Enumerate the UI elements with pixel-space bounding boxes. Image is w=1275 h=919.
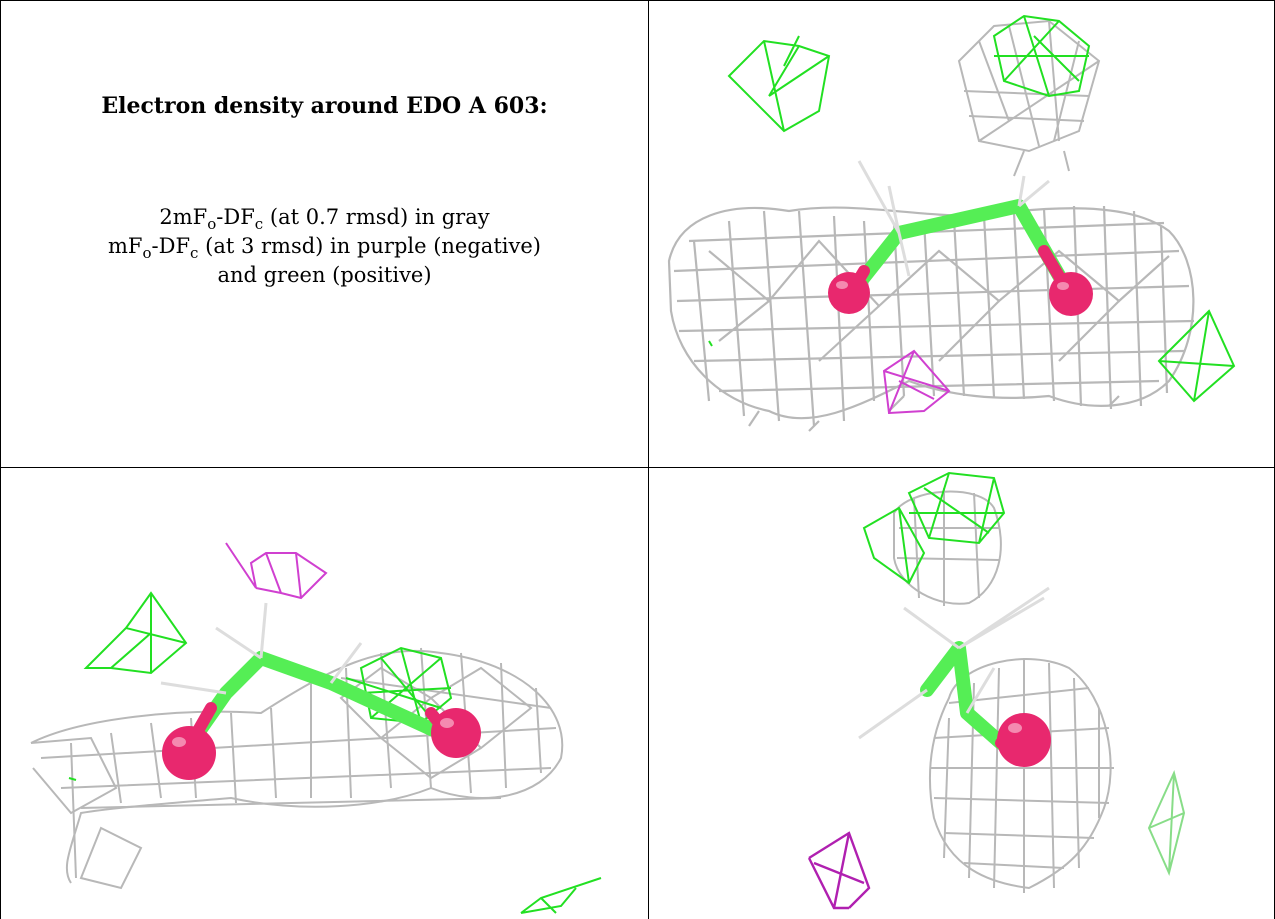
oxygen-highlight xyxy=(1008,723,1022,733)
edo-ligand xyxy=(160,602,481,780)
legend-line-fo-fc: mFo-DFc (at 3 rmsd) in purple (negative) xyxy=(108,234,541,263)
oxygen-atom xyxy=(828,272,870,314)
hydrogen-bonds xyxy=(858,586,1050,740)
edo-ligand xyxy=(858,586,1051,767)
legend-line-2fo-fc: 2mFo-DFc (at 0.7 rmsd) in gray xyxy=(159,205,490,234)
purple-mesh xyxy=(807,831,871,910)
table-divider-horizontal xyxy=(0,467,1275,468)
density-render-bottom-right xyxy=(807,471,1186,910)
view-bottom-right xyxy=(649,468,1274,919)
green-mesh xyxy=(708,14,1236,403)
oxygen-atom xyxy=(1049,272,1093,316)
table-border-top xyxy=(0,0,1275,1)
edo-ligand xyxy=(828,160,1093,316)
carbon-bonds xyxy=(920,641,1008,750)
legend-line-positive: and green (positive) xyxy=(217,263,432,287)
caption-heading: Electron density around EDO A 603: xyxy=(101,93,548,119)
purple-mesh xyxy=(225,542,328,600)
green-mesh xyxy=(862,471,1006,585)
green-mesh xyxy=(68,591,602,914)
density-render-top-right xyxy=(667,14,1236,432)
carbon-bonds xyxy=(842,199,1076,303)
oxygen-highlight xyxy=(172,737,186,747)
oxygen-atom xyxy=(431,708,481,758)
density-render-bottom-left xyxy=(30,542,602,914)
oxygen-atom xyxy=(997,713,1051,767)
oxygen-highlight xyxy=(440,718,454,728)
caption-cell: Electron density around EDO A 603: 2mFo-… xyxy=(1,1,648,467)
table-divider-vertical xyxy=(648,0,649,919)
oxygen-atom xyxy=(162,726,216,780)
table-border-left xyxy=(0,0,1,919)
oxygen-highlight xyxy=(1057,282,1069,290)
oxygen-highlight xyxy=(836,281,848,289)
green-mesh-faint xyxy=(1147,769,1186,877)
hydrogen-bonds xyxy=(160,602,363,695)
gray-mesh-upper xyxy=(957,19,1101,177)
gray-mesh xyxy=(30,647,564,890)
view-bottom-left xyxy=(1,468,648,919)
carbon-bonds xyxy=(184,651,458,750)
hydrogen-bonds xyxy=(857,160,1050,277)
caption-legend: 2mFo-DFc (at 0.7 rmsd) in gray mFo-DFc (… xyxy=(1,203,648,290)
purple-mesh xyxy=(882,349,951,415)
view-top-right xyxy=(649,1,1274,467)
